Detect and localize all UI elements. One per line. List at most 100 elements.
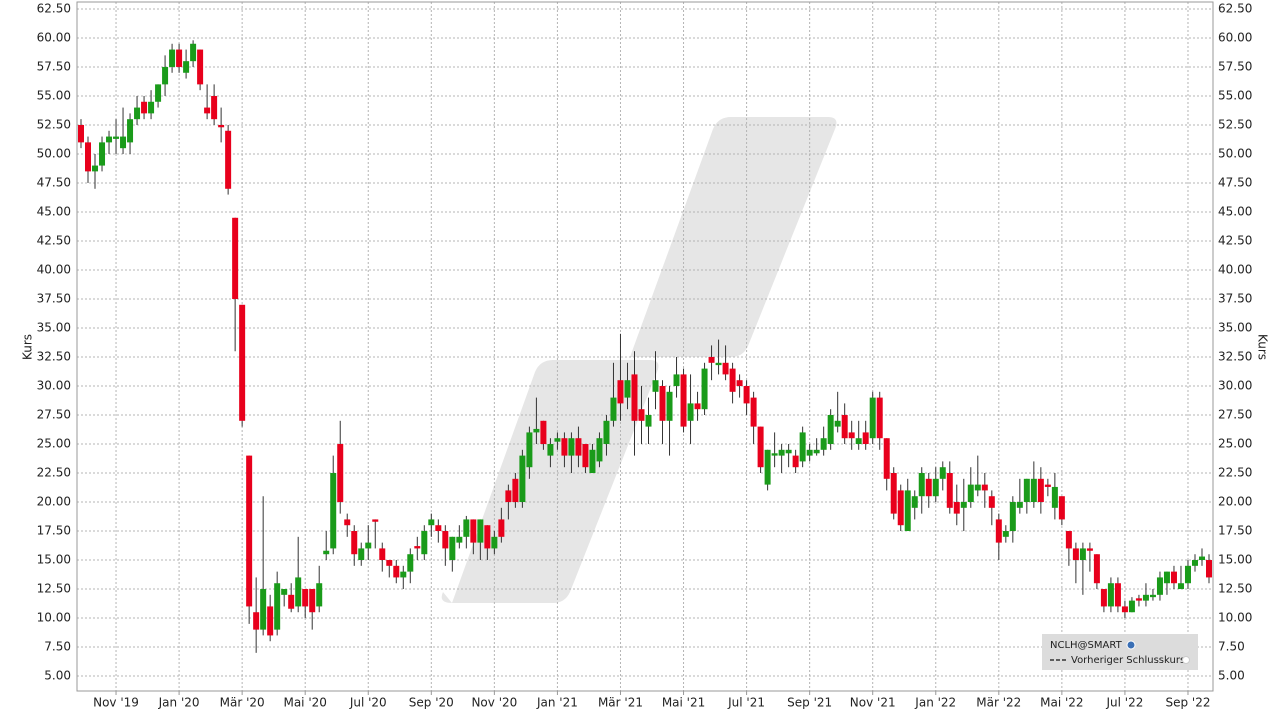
candles [78,40,1212,653]
candle-body [1128,600,1135,613]
x-tick-label: Mär '22 [976,696,1021,710]
candle-body [477,519,484,543]
candle-body [582,444,589,468]
x-tick-label: Sep '20 [409,696,454,710]
y-tick-label: 45.00 [37,204,71,218]
y-tick-label: 7.50 [44,640,71,654]
candle-body [547,444,554,456]
legend-toggle [1182,656,1190,664]
candle-body [981,484,988,491]
candle-body [386,560,393,566]
candle-body [666,391,673,421]
y2-axis-label: Kurs [1256,334,1270,360]
candle-body [92,165,99,172]
candle-body [183,61,190,73]
x-tick-label: Jan '22 [914,696,956,710]
candle-body [449,536,456,561]
candle-body [953,502,960,514]
candle-body [491,536,498,549]
y-tick-label: 35.00 [37,320,71,334]
y-tick-label: 27.50 [37,408,71,422]
candle-body [260,589,267,630]
candle-body [288,594,295,609]
candle-body [239,304,246,421]
candle-body [435,525,442,532]
y2-tick-label: 17.50 [1218,524,1252,538]
y-tick-label: 10.00 [37,611,71,625]
candle-body [120,136,127,149]
candle-body [925,478,932,497]
candle-body [1065,531,1072,549]
candle-body [715,362,722,366]
candle-body [295,577,302,607]
candle-body [99,142,106,166]
candle-body [771,453,778,456]
candle-body [883,438,890,479]
candle-body [869,397,876,439]
y2-tick-label: 40.00 [1218,262,1252,276]
candle-body [281,589,288,595]
candle-body [743,386,750,404]
y2-tick-label: 30.00 [1218,379,1252,393]
y-tick-label: 30.00 [37,379,71,393]
y-tick-label: 15.00 [37,553,71,567]
legend-previous-close: Vorheriger Schlusskurs [1071,655,1185,666]
candle-body [939,467,946,479]
candle-body [890,473,897,514]
candle-body [309,589,316,613]
candle-body [358,548,365,561]
candle-body [1030,478,1037,503]
y2-tick-label: 5.00 [1218,669,1245,683]
candle-body [379,548,386,561]
watermark-shape [630,117,837,357]
candle-body [540,420,547,445]
x-tick-label: Jul '20 [349,696,387,710]
candle-body [1037,478,1044,503]
y2-tick-label: 7.50 [1218,640,1245,654]
y2-tick-label: 10.00 [1218,611,1252,625]
candle-body [841,415,848,439]
candle-body [78,124,84,143]
y2-tick-label: 27.50 [1218,408,1252,422]
candle-body [533,428,540,433]
y-tick-label: 60.00 [37,30,71,44]
candle-body [1170,571,1177,584]
candle-body [617,380,624,404]
candle-body [946,473,953,508]
y2-tick-label: 50.00 [1218,146,1252,160]
candle-body [1002,531,1009,537]
y2-tick-label: 57.50 [1218,59,1252,73]
candle-body [246,455,253,607]
y2-tick-label: 25.00 [1218,437,1252,451]
y2-tick-label: 47.50 [1218,175,1252,189]
candle-body [1058,496,1065,520]
y2-tick-label: 60.00 [1218,30,1252,44]
y-tick-label: 50.00 [37,146,71,160]
candle-body [652,380,659,392]
candle-body [827,415,834,445]
candle-body [1009,502,1016,532]
candle-body [414,546,421,549]
x-tick-label: Jul '21 [727,696,765,710]
legend: NCLH@SMART Vorheriger Schlusskurs [1042,634,1198,670]
candle-body [519,455,526,503]
candle-body [225,130,232,189]
candle-body [1023,478,1030,503]
candle-body [589,449,596,474]
x-tick-label: Jan '20 [158,696,200,710]
candle-body [995,519,1002,543]
candle-body [365,542,372,549]
candle-body [162,66,169,85]
candle-body [106,136,113,143]
legend-icon [1126,640,1136,650]
candle-body [211,95,218,120]
candle-body [1044,484,1051,487]
candle-body [134,107,141,120]
x-tick-label: Mär '20 [220,696,265,710]
candle-body [1206,560,1212,578]
candle-body [960,502,967,508]
candle-body [750,397,757,427]
y-tick-label: 37.50 [37,291,71,305]
candle-body [610,397,617,421]
